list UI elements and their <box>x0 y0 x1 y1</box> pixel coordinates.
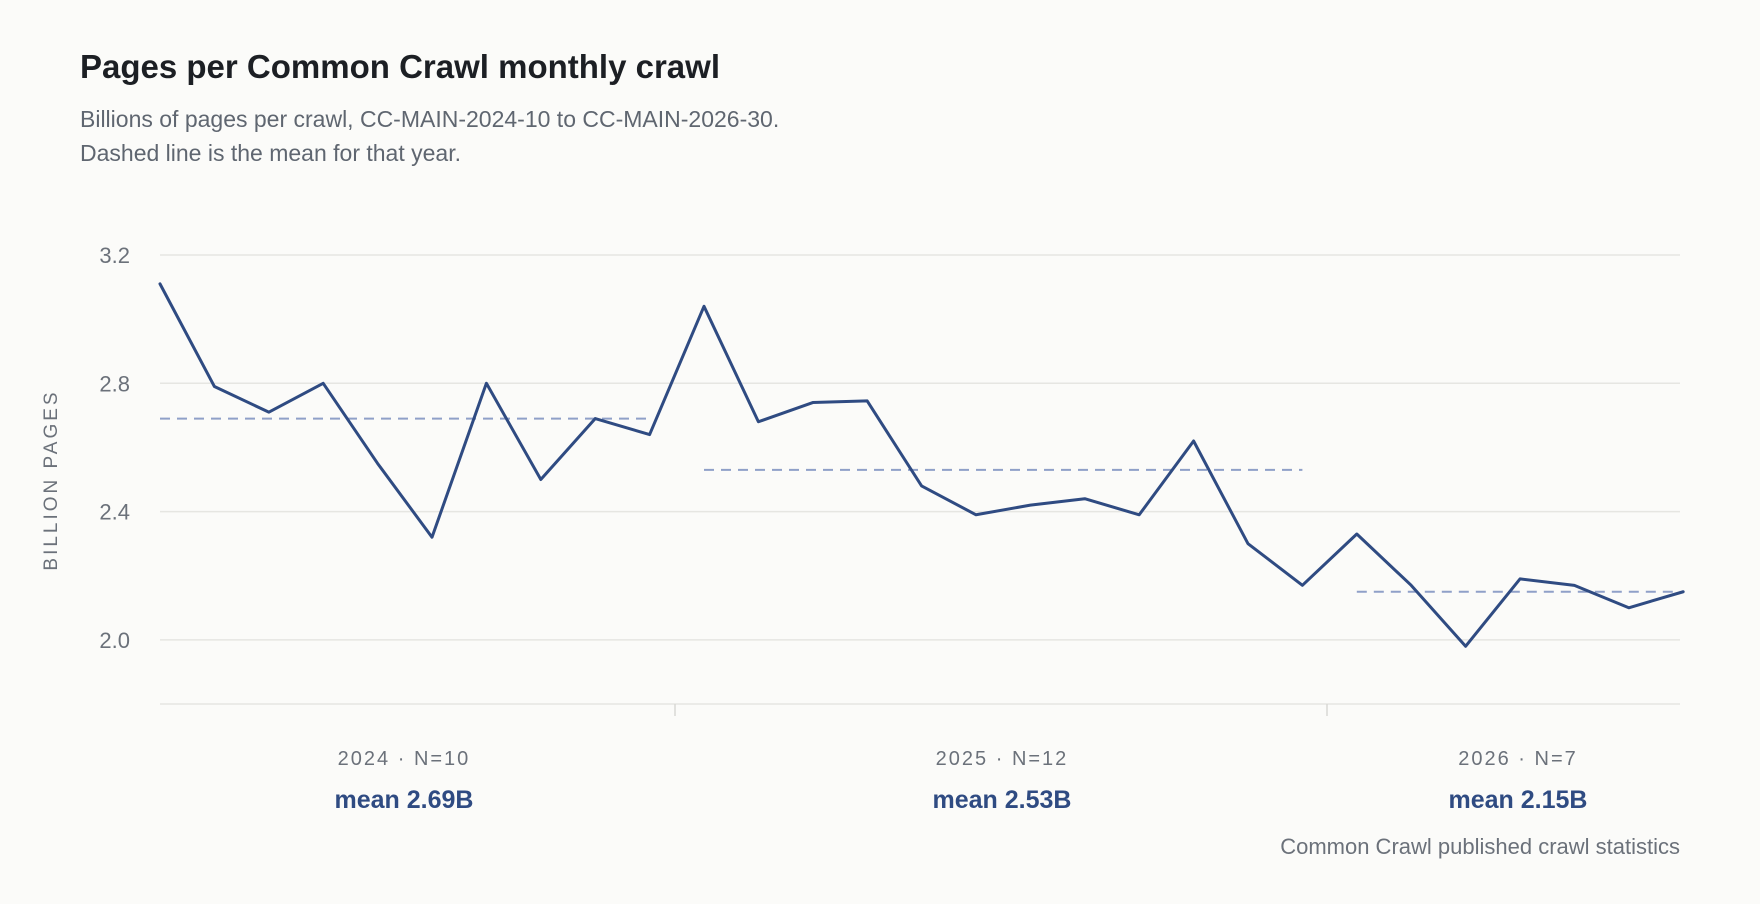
chart-title: Pages per Common Crawl monthly crawl <box>80 48 720 85</box>
year-mean-label: mean 2.53B <box>933 786 1072 814</box>
x-axis-baseline <box>160 703 1680 716</box>
year-group-label: 2025 · N=12 <box>936 748 1069 770</box>
y-tick-label: 2.0 <box>99 628 130 653</box>
subtitle-line-1: Billions of pages per crawl, CC-MAIN-202… <box>80 106 780 132</box>
year-mean-label: mean 2.15B <box>1449 786 1588 814</box>
y-tick-label: 2.4 <box>99 500 130 525</box>
y-tick-label: 3.2 <box>99 243 130 268</box>
year-group-label: 2024 · N=10 <box>338 748 471 770</box>
y-axis-ticks: 2.0 2.4 2.8 3.2 <box>99 243 130 653</box>
gridlines <box>160 254 1680 641</box>
series-line <box>158 282 1685 648</box>
subtitle-line-2: Dashed line is the mean for that year. <box>80 140 461 166</box>
y-tick-label: 2.8 <box>99 371 130 396</box>
series-layer <box>158 282 1685 648</box>
year-group-label: 2026 · N=7 <box>1458 748 1578 770</box>
year-mean-label: mean 2.69B <box>335 786 474 814</box>
year-groups: 2024 · N=10 mean 2.69B 2025 · N=12 mean 2.5… <box>335 748 1588 814</box>
chart-subtitle: Billions of pages per crawl, CC-MAIN-202… <box>80 102 779 170</box>
year-mean-lines <box>160 417 1680 593</box>
source-note: Common Crawl published crawl statistics <box>1280 834 1680 859</box>
y-axis-title: BILLION PAGES <box>41 389 62 570</box>
